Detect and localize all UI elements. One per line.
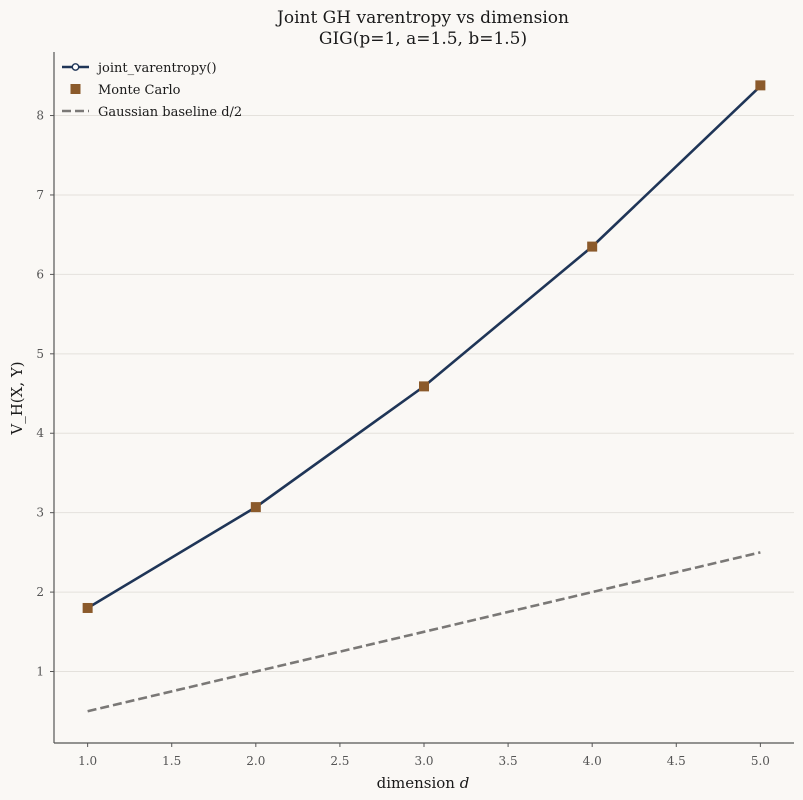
axes: 1 2 3 4 5 6 7 8 1.0 1.5 2.0 2.5 3.0 3.5 4.0 4.5 5.0 xyxy=(36,52,794,768)
data-point-monte-carlo xyxy=(755,80,766,91)
x-axis-label: dimension d xyxy=(377,774,470,792)
chart-subtitle: GIG(p=1, a=1.5, b=1.5) xyxy=(319,29,527,49)
x-tick-label: 1.5 xyxy=(162,754,181,768)
legend-marker-joint-varentropy xyxy=(71,63,80,71)
y-tick-label: 8 xyxy=(36,109,44,123)
x-tick-label: 2.5 xyxy=(330,754,349,768)
legend: joint_varentropy() Monte Carlo Gaussian ba… xyxy=(62,61,242,120)
x-tick-label: 5.0 xyxy=(751,754,770,768)
y-tick-label: 7 xyxy=(36,188,44,202)
x-tick-label: 2.0 xyxy=(246,754,265,768)
legend-label-gaussian-baseline: Gaussian baseline d/2 xyxy=(98,105,242,120)
plot-area xyxy=(82,80,766,713)
legend-label-monte-carlo: Monte Carlo xyxy=(98,83,181,98)
x-tick-label: 1.0 xyxy=(78,754,97,768)
y-axis-label: V_H(X, Y) xyxy=(8,361,26,435)
chart-title: Joint GH varentropy vs dimension xyxy=(275,8,569,28)
x-axis-label-symbol: d xyxy=(460,774,470,792)
data-point-monte-carlo xyxy=(587,241,598,252)
x-tick-label: 3.0 xyxy=(414,754,433,768)
x-tick-label: 4.5 xyxy=(667,754,686,768)
x-tick-label: 3.5 xyxy=(499,754,518,768)
y-tick-label: 1 xyxy=(36,665,44,679)
grid xyxy=(54,115,794,673)
data-point-monte-carlo xyxy=(82,602,93,613)
y-tick-label: 2 xyxy=(36,585,44,599)
y-tick-label: 6 xyxy=(36,267,44,281)
data-point-monte-carlo xyxy=(419,381,429,392)
series-line-gaussian-baseline xyxy=(87,551,761,713)
data-point-monte-carlo xyxy=(250,502,261,513)
y-tick-label: 3 xyxy=(36,506,44,520)
legend-swatch-monte-carlo xyxy=(70,84,81,94)
x-tick-label: 4.0 xyxy=(583,754,602,768)
x-axis-label-main: dimension xyxy=(377,774,460,792)
y-tick-label: 5 xyxy=(36,347,44,361)
series-line-joint-varentropy xyxy=(86,85,762,610)
legend-label-joint-varentropy: joint_varentropy() xyxy=(96,61,217,76)
y-tick-label: 4 xyxy=(36,426,44,440)
